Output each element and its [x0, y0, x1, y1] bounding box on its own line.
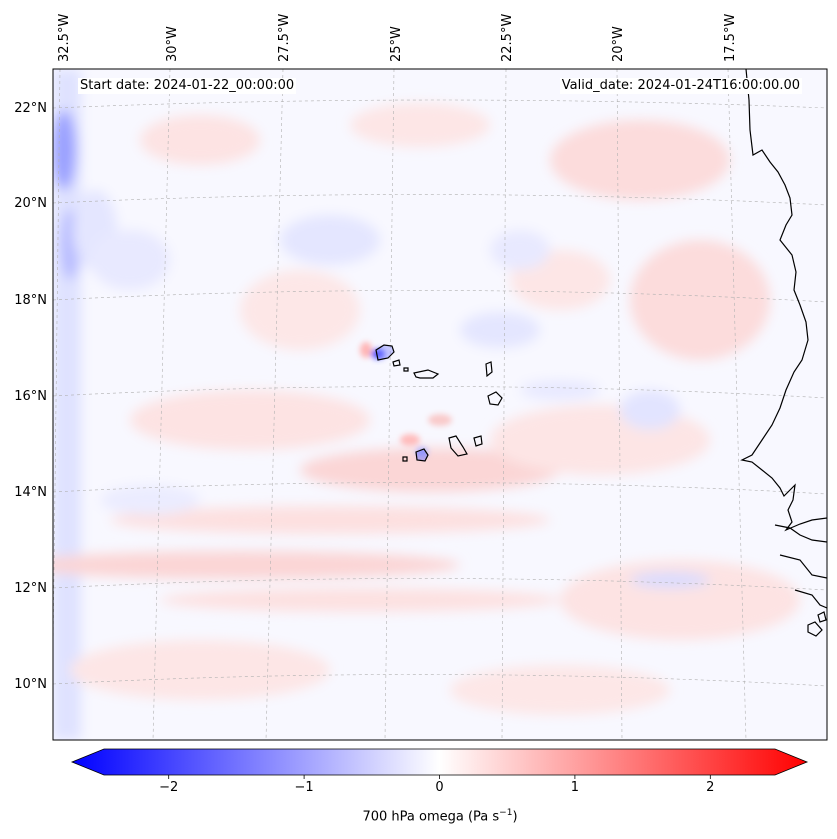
lat-label: 14°N — [14, 485, 47, 500]
coastlines — [740, 69, 827, 637]
lon-label: 20°W — [611, 26, 626, 62]
map-panel — [53, 69, 827, 740]
lat-label: 12°N — [14, 581, 47, 596]
colorbar-tick-label: 1 — [570, 780, 580, 795]
lat-label: 16°N — [14, 389, 47, 404]
island-signals — [360, 342, 452, 457]
lat-tick-labels: 22°N 20°N 18°N 16°N 14°N 12°N 10°N — [14, 101, 47, 692]
lon-label: 32.5°W — [57, 14, 72, 62]
gridlines — [53, 69, 827, 740]
valid-date-label: Valid_date: 2024-01-24T16:00:00.00 — [559, 78, 802, 94]
colorbar-label: 700 hPa omega (Pa s−1) — [0, 808, 837, 824]
lon-label: 30°W — [165, 26, 180, 62]
lat-label: 10°N — [14, 677, 47, 692]
colorbar-tick-label: 0 — [435, 780, 444, 795]
colorbar — [70, 748, 809, 779]
lon-label: 22.5°W — [500, 14, 515, 62]
island-santiago — [448, 435, 468, 457]
island-santo-antao — [375, 344, 395, 361]
island-maio — [473, 435, 483, 447]
colorbar-ticks — [168, 775, 711, 779]
lon-label: 17.5°W — [723, 14, 738, 62]
island-sao-nicolau — [413, 369, 440, 379]
lat-label: 18°N — [14, 293, 47, 308]
island-sal — [485, 361, 493, 378]
colorbar-label-text: 700 hPa omega (Pa s — [362, 809, 500, 825]
lon-label: 27.5°W — [277, 14, 292, 62]
colorbar-label-end: ) — [512, 809, 518, 825]
island-sao-vicente — [392, 359, 401, 367]
lon-label: 25°W — [389, 26, 404, 62]
colorbar-bar — [70, 748, 809, 776]
map-frame — [52, 68, 828, 741]
cape-verde-islands — [375, 344, 503, 462]
island-boa-vista — [487, 391, 503, 406]
colorbar-tick-label: −1 — [294, 780, 314, 795]
lon-tick-labels: 32.5°W 30°W 27.5°W 25°W 22.5°W 20°W 17.5… — [57, 14, 738, 62]
start-date-label: Start date: 2024-01-22_00:00:00 — [78, 78, 297, 94]
colorbar-tick-label: −2 — [159, 780, 179, 795]
lat-label: 22°N — [14, 101, 47, 116]
colorbar-label-unit-exponent: −1 — [499, 808, 513, 818]
island-brava — [402, 456, 408, 462]
omega-field — [53, 69, 800, 740]
africa-coastline — [740, 69, 827, 532]
colorbar-tick-label: 2 — [706, 780, 715, 795]
island-fogo — [415, 448, 429, 462]
lat-label: 20°N — [14, 196, 47, 211]
